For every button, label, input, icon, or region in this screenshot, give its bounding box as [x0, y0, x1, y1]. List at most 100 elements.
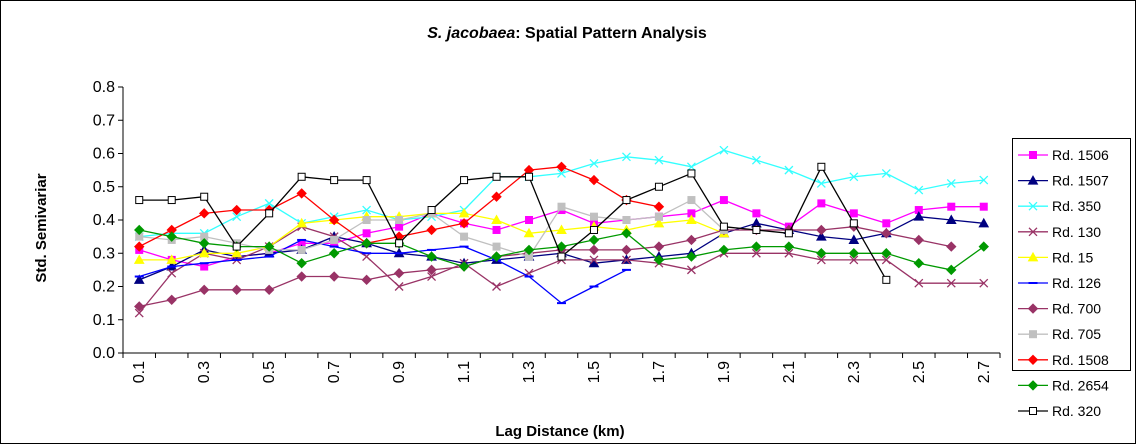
- data-point: [979, 202, 988, 211]
- legend-item: Rd. 2654: [1018, 377, 1109, 393]
- legend-marker: [1027, 303, 1039, 314]
- data-point: [198, 208, 210, 219]
- y-tick-label: 0.4: [93, 212, 115, 229]
- legend-label: Rd. 1508: [1052, 352, 1109, 368]
- series-line: [139, 226, 952, 308]
- data-point: [557, 202, 566, 211]
- data-point: [361, 274, 372, 286]
- data-point: [622, 216, 631, 224]
- data-point: [492, 282, 501, 291]
- data-point: [133, 274, 145, 284]
- data-point: [426, 251, 437, 262]
- data-point: [751, 248, 761, 258]
- data-point: [427, 272, 437, 281]
- data-point: [588, 244, 600, 256]
- data-point: [654, 212, 663, 221]
- data-point: [914, 278, 924, 288]
- legend-marker: [1028, 201, 1038, 211]
- data-point: [848, 234, 860, 244]
- x-axis-label: Lag Distance (km): [495, 423, 624, 440]
- y-tick-label: 0.6: [93, 146, 115, 163]
- data-point: [946, 264, 957, 276]
- legend-item: Rd. 700: [1018, 301, 1101, 317]
- data-point: [686, 214, 697, 224]
- legend-label: Rd. 130: [1052, 224, 1101, 240]
- x-tick-label: 1.9: [716, 361, 733, 383]
- data-point: [882, 219, 891, 228]
- y-axis-label: Std. Semivariar: [33, 173, 50, 282]
- data-point: [849, 219, 858, 228]
- data-point: [621, 228, 632, 239]
- data-point: [167, 196, 176, 205]
- data-point: [783, 241, 795, 252]
- y-tick-label: 0.8: [93, 79, 115, 96]
- data-point: [296, 188, 307, 199]
- data-point: [946, 278, 956, 288]
- legend-marker: [1027, 175, 1039, 185]
- data-point: [848, 248, 860, 259]
- data-point: [134, 308, 144, 318]
- data-point: [231, 284, 242, 296]
- data-point: [686, 251, 697, 262]
- data-point: [881, 228, 892, 239]
- data-point: [426, 264, 437, 276]
- data-point: [264, 198, 274, 208]
- data-point: [232, 212, 242, 222]
- x-tick-label: 0.9: [391, 361, 408, 383]
- legend-item: Rd. 320: [1018, 403, 1101, 419]
- chart-title: S. jacobaea: Spatial Pattern Analysis: [427, 25, 707, 42]
- x-tick-label: 0.7: [326, 361, 343, 383]
- data-point: [296, 258, 307, 269]
- plot-area: 0.0 0.1 0.2 0.3 0.4 0.5 0.6 0.7 0.8 0.1 0.3 0.5 0.7 0…: [93, 79, 1001, 383]
- data-point: [686, 265, 696, 275]
- data-point: [394, 282, 404, 291]
- data-point: [945, 214, 957, 224]
- data-point: [134, 241, 145, 252]
- legend-label: Rd. 705: [1052, 326, 1101, 342]
- data-point: [523, 227, 535, 238]
- x-tick-label: 1.7: [651, 361, 668, 383]
- legend-label: Rd. 126: [1052, 275, 1101, 291]
- legend-marker: [1027, 354, 1039, 366]
- legend-label: Rd. 320: [1052, 403, 1101, 419]
- x-tick-label: 1.5: [586, 361, 603, 383]
- x-tick-label: 2.7: [976, 361, 993, 383]
- legend-marker: [1028, 227, 1038, 237]
- y-tick-label: 0.5: [93, 179, 115, 196]
- data-point: [687, 196, 696, 205]
- data-point: [297, 245, 306, 254]
- data-point: [426, 224, 437, 236]
- data-point: [979, 278, 989, 288]
- data-point: [784, 248, 794, 258]
- data-point: [393, 267, 405, 279]
- data-point: [588, 174, 600, 186]
- data-point: [914, 185, 924, 195]
- series-line: [139, 239, 627, 304]
- data-point: [881, 255, 891, 265]
- legend-marker: [1029, 151, 1037, 159]
- data-point: [134, 224, 145, 236]
- data-point: [557, 252, 566, 261]
- data-point: [816, 255, 826, 265]
- data-point: [133, 254, 145, 264]
- data-point: [589, 255, 599, 265]
- data-point: [328, 214, 340, 226]
- data-point: [849, 172, 859, 182]
- data-point: [232, 242, 241, 251]
- data-point: [849, 255, 859, 265]
- data-point: [556, 241, 567, 252]
- x-tick-label: 0.3: [196, 361, 213, 383]
- data-point: [198, 247, 210, 258]
- data-point: [362, 176, 371, 185]
- data-point: [751, 155, 761, 165]
- data-point: [458, 207, 470, 218]
- legend-label: Rd. 700: [1052, 301, 1101, 317]
- data-point: [653, 217, 665, 228]
- data-point: [752, 209, 761, 218]
- x-tick-label: 1.1: [456, 361, 473, 383]
- y-tick-label: 0.2: [93, 279, 115, 296]
- data-point: [913, 211, 925, 221]
- y-tick-label: 0.1: [93, 312, 115, 329]
- legend-item: Rd. 15: [1018, 249, 1093, 265]
